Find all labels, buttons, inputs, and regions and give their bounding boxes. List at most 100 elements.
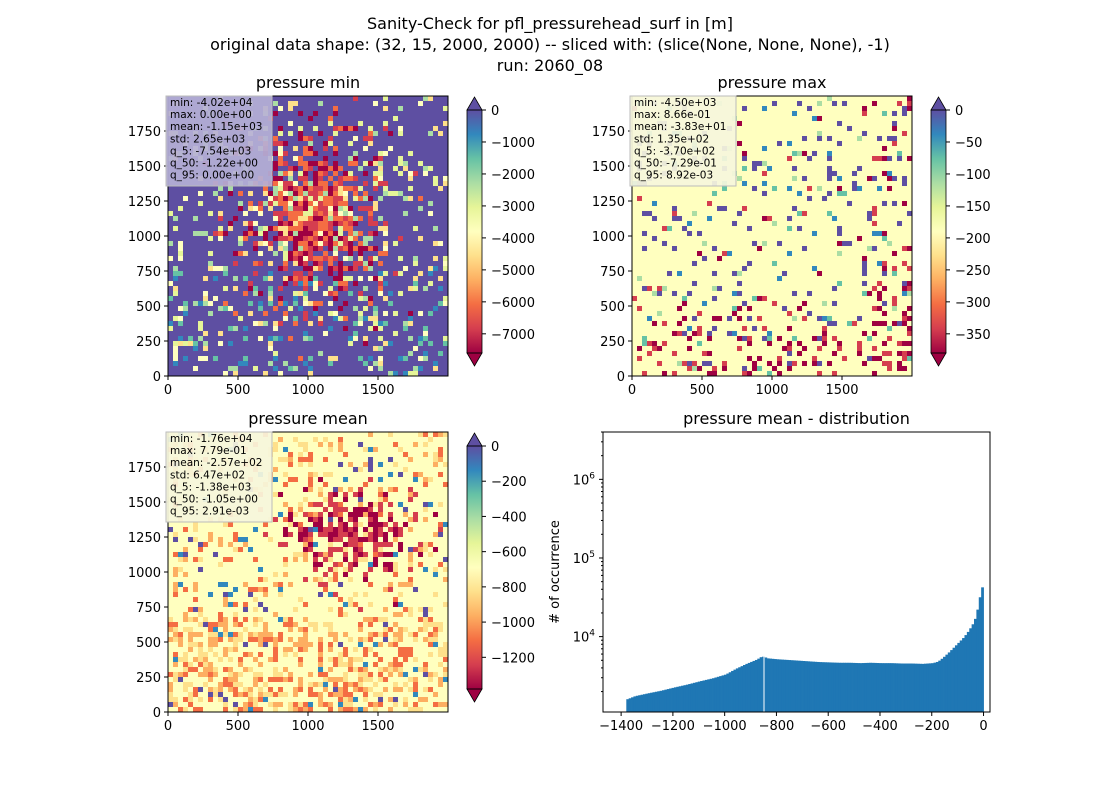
heatmap-cell [757,316,763,322]
heatmap-cell [298,206,304,212]
heatmap-cell [752,366,758,372]
heatmap-cell [338,211,344,217]
heatmap-cell [313,472,319,478]
heatmap-cell [343,316,349,322]
heatmap-cell [712,286,718,292]
histogram-bar [771,658,775,712]
heatmap-cell [842,241,848,247]
heatmap-cell [907,246,913,252]
heatmap-cell [657,311,663,317]
heatmap-cell [363,241,369,247]
heatmap-cell [762,241,768,247]
heatmap-cell [303,136,309,142]
heatmap-cell [353,532,359,538]
heatmap-cell [253,657,259,663]
heatmap-cell [418,311,424,317]
heatmap-cell [812,151,818,157]
heatmap-cell [797,101,803,107]
heatmap-cell [393,311,399,317]
heatmap-cell [892,251,898,257]
heatmap-cell [173,702,179,708]
heatmap-cell [373,161,379,167]
heatmap-cell [308,502,314,508]
heatmap-cell [303,276,309,282]
heatmap-cell [423,547,429,553]
heatmap-cell [807,196,813,202]
heatmap-cell [363,687,369,693]
heatmap-cell [882,321,888,327]
heatmap-cell [817,136,823,142]
heatmap-cell [198,542,204,548]
heatmap-cell [772,186,778,192]
heatmap-cell [353,492,359,498]
heatmap-cell [872,306,878,312]
heatmap-cell [872,176,878,182]
heatmap-cell [253,707,259,713]
heatmap-cell [358,512,364,518]
heatmap-cell [193,537,199,543]
heatmap-cell [413,371,419,377]
heatmap-cell [328,286,334,292]
histogram-bar [664,689,668,712]
heatmap-cell [897,101,903,107]
heatmap-cell [183,652,189,658]
heatmap-cell [223,582,229,588]
heatmap-cell [667,271,673,277]
heatmap-cell [847,201,853,207]
heatmap-cell [363,361,369,367]
heatmap-cell [363,532,369,538]
heatmap-cell [353,542,359,548]
heatmap-cell [877,186,883,192]
heatmap-cell [443,577,449,583]
heatmap-cell [438,647,444,653]
heatmap-cell [288,637,294,643]
heatmap-cell [263,371,269,377]
heatmap-cell [368,296,374,302]
heatmap-cell [198,301,204,307]
heatmap-cell [228,647,234,653]
heatmap-cell [707,331,713,337]
heatmap-cell [887,361,893,367]
heatmap-cell [902,366,908,372]
histogram-bar [964,635,968,712]
heatmap-cell [298,627,304,633]
histogram-bar [804,661,808,712]
heatmap-cell [393,597,399,603]
histogram-bar [921,663,925,712]
heatmap-cell [872,371,878,377]
heatmap-cell [313,437,319,443]
heatmap-cell [882,341,888,347]
heatmap-cell [837,231,843,237]
heatmap-cell [293,181,299,187]
heatmap-cell [288,622,294,628]
heatmap-cell [308,241,314,247]
heatmap-cell [253,677,259,683]
heatmap-cell [732,306,738,312]
heatmap-cell [318,582,324,588]
heatmap-cell [353,281,359,287]
heatmap-cell [328,492,334,498]
heatmap-cell [263,321,269,327]
heatmap-cell [737,121,743,127]
heatmap-cell [288,251,294,257]
heatmap-cell [283,231,289,237]
heatmap-cell [677,306,683,312]
heatmap-cell [428,652,434,658]
heatmap-cell [353,336,359,342]
heatmap-cell [418,336,424,342]
heatmap-cell [672,371,678,377]
heatmap-cell [383,632,389,638]
heatmap-cell [393,527,399,533]
heatmap-cell [218,341,224,347]
heatmap-cell [832,216,838,222]
heatmap-cell [837,141,843,147]
heatmap-cell [348,462,354,468]
heatmap-cell [278,131,284,137]
heatmap-cell [692,331,698,337]
histogram-bar [850,662,853,712]
heatmap-cell [283,281,289,287]
heatmap-cell [393,331,399,337]
heatmap-cell [413,366,419,372]
histogram-bar [978,597,982,712]
heatmap-cell [902,111,908,117]
